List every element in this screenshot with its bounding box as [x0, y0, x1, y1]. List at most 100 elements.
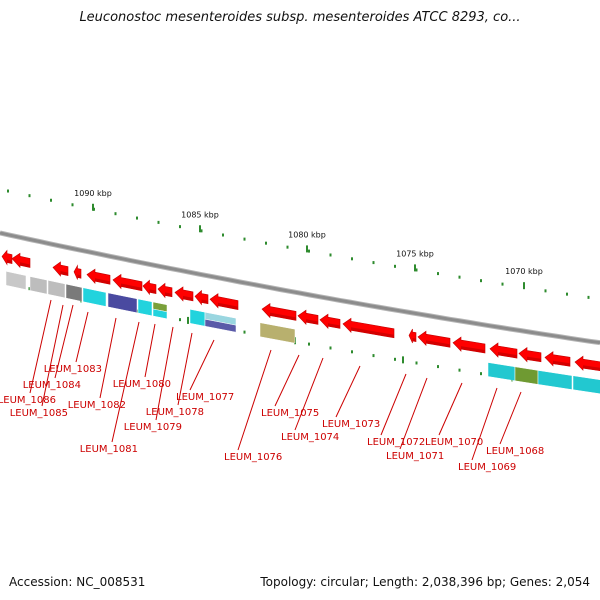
- label-leader: [111, 321, 140, 443]
- feature-box[interactable]: [82, 287, 107, 307]
- gene-label[interactable]: LEUM_1071: [386, 451, 444, 462]
- feature-box[interactable]: [487, 362, 516, 382]
- minor-tick: [458, 275, 461, 279]
- gene-arrow-shade[interactable]: [498, 352, 517, 359]
- gene-arrow-shade[interactable]: [306, 319, 318, 325]
- feature-box[interactable]: [204, 318, 237, 333]
- gene-label[interactable]: LEUM_1076: [224, 452, 282, 463]
- minor-tick: [587, 295, 590, 299]
- gene-label[interactable]: LEUM_1070: [425, 437, 483, 448]
- label-leader: [237, 349, 272, 451]
- gene-arrows[interactable]: [1, 249, 600, 372]
- label-leader: [335, 365, 361, 418]
- minor-tick: [394, 264, 396, 268]
- gene-arrow-shade[interactable]: [165, 292, 172, 297]
- feature-box[interactable]: [189, 308, 206, 327]
- feature-box[interactable]: [107, 292, 138, 314]
- minor-tick: [28, 194, 31, 198]
- kbp-tick-label: 1075 kbp: [396, 249, 434, 258]
- gene-arrow-shade[interactable]: [121, 283, 142, 291]
- minor-tick: [329, 346, 332, 350]
- gene-label[interactable]: LEUM_1069: [458, 462, 516, 473]
- label-leader: [380, 373, 407, 436]
- backbone-line: [0, 231, 600, 345]
- label-leader: [177, 332, 193, 406]
- gene-label[interactable]: LEUM_1072: [367, 437, 425, 448]
- gene-arrow-shade[interactable]: [20, 262, 30, 268]
- feature-box[interactable]: [514, 366, 539, 385]
- gene-arrow-shade[interactable]: [328, 323, 340, 329]
- label-leader: [274, 354, 300, 407]
- gene-label[interactable]: LEUM_1073: [322, 419, 380, 430]
- gene-arrow-shade[interactable]: [149, 289, 157, 294]
- label-leader: [99, 317, 117, 399]
- feature-box[interactable]: [29, 276, 48, 295]
- gene-label[interactable]: LEUM_1086: [0, 395, 56, 406]
- genome-summary: Topology: circular; Length: 2,038,396 bp…: [260, 575, 590, 589]
- gene-label[interactable]: LEUM_1082: [68, 400, 126, 411]
- backbone-shadow: [0, 230, 600, 346]
- gene-arrow-shade[interactable]: [60, 271, 69, 276]
- minor-tick: [200, 229, 203, 233]
- gene-labels[interactable]: LEUM_1083LEUM_1084LEUM_1086LEUM_1085LEUM…: [0, 364, 544, 473]
- gene-arrow-shade[interactable]: [553, 360, 570, 367]
- feature-box[interactable]: [152, 308, 168, 320]
- minor-tick: [458, 368, 461, 372]
- gene-arrow-shade[interactable]: [351, 327, 394, 338]
- gene-label[interactable]: LEUM_1083: [44, 364, 102, 375]
- gene-label[interactable]: LEUM_1085: [10, 408, 68, 419]
- gene-arrow-shade[interactable]: [201, 299, 209, 304]
- minor-tick: [415, 361, 418, 365]
- feature-box[interactable]: [537, 370, 573, 390]
- gene-label[interactable]: LEUM_1078: [146, 407, 204, 418]
- minor-tick: [351, 257, 353, 261]
- feature-box[interactable]: [47, 279, 66, 299]
- feature-box[interactable]: [65, 283, 83, 302]
- minor-tick: [71, 203, 74, 207]
- minor-tick: [437, 272, 439, 276]
- feature-box[interactable]: [572, 375, 600, 395]
- minor-tick: [50, 198, 52, 202]
- feature-box[interactable]: [137, 298, 153, 317]
- gene-arrow-shade[interactable]: [7, 259, 12, 264]
- minor-tick: [114, 212, 117, 216]
- minor-tick: [222, 233, 224, 237]
- label-leaders: [29, 299, 522, 461]
- gene-label[interactable]: LEUM_1075: [261, 408, 319, 419]
- gene-arrow-shade[interactable]: [183, 295, 193, 301]
- gene-arrow-shade[interactable]: [583, 365, 600, 371]
- minor-tick: [501, 282, 504, 286]
- minor-tick: [286, 245, 289, 249]
- major-tick: [523, 282, 525, 290]
- minor-tick: [437, 365, 439, 369]
- label-leader: [75, 311, 89, 363]
- label-leader: [54, 304, 74, 379]
- feature-boxes[interactable]: [5, 270, 600, 395]
- label-leader: [189, 339, 215, 391]
- minor-tick: [351, 350, 353, 354]
- gene-arrow-shade[interactable]: [412, 338, 417, 342]
- minor-tick: [308, 342, 310, 346]
- gene-label[interactable]: LEUM_1079: [124, 422, 182, 433]
- gene-label[interactable]: LEUM_1084: [23, 380, 81, 391]
- gene-label[interactable]: LEUM_1081: [80, 444, 138, 455]
- label-leader: [399, 377, 428, 450]
- minor-tick: [179, 225, 181, 229]
- gene-label[interactable]: LEUM_1068: [486, 446, 544, 457]
- gene-label[interactable]: LEUM_1080: [113, 379, 171, 390]
- minor-tick: [566, 292, 568, 296]
- gene-arrow-shade[interactable]: [218, 302, 238, 310]
- gene-arrow-shade[interactable]: [426, 340, 450, 348]
- feature-box[interactable]: [5, 270, 27, 290]
- gene-arrow-shade[interactable]: [270, 312, 296, 321]
- gene-label[interactable]: LEUM_1077: [176, 392, 234, 403]
- label-leader: [438, 382, 463, 436]
- gene-label[interactable]: LEUM_1074: [281, 432, 339, 443]
- gene-arrow-shade[interactable]: [461, 346, 485, 353]
- gene-arrow-shade[interactable]: [95, 278, 110, 285]
- gene-arrow-shade[interactable]: [527, 356, 541, 362]
- gene-arrow-shade[interactable]: [77, 274, 82, 279]
- label-leader: [471, 387, 498, 461]
- feature-box[interactable]: [259, 322, 296, 344]
